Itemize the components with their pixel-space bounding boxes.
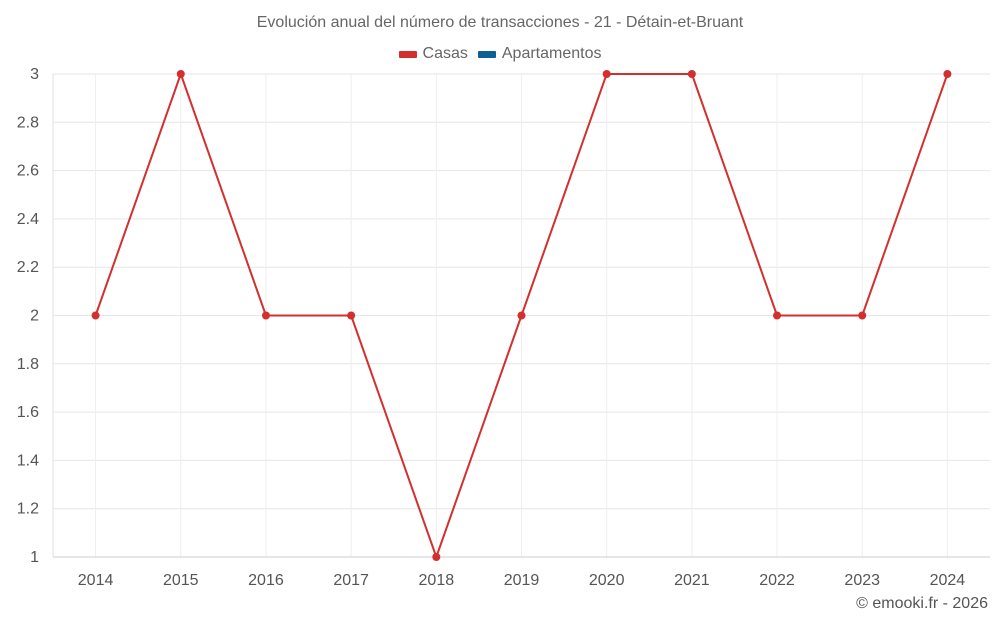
y-tick-label: 2.4 [17, 211, 39, 228]
data-point [858, 311, 867, 320]
y-tick-label: 3 [30, 66, 39, 83]
x-tick-label: 2020 [589, 572, 625, 589]
y-tick-label: 1.8 [17, 356, 39, 373]
legend-swatch-apartamentos [477, 50, 496, 58]
y-tick-label: 2 [30, 308, 39, 325]
data-point [176, 70, 185, 78]
y-tick-label: 2.8 [17, 114, 39, 131]
data-point [347, 311, 356, 320]
legend-item-apartamentos[interactable]: Apartamentos [477, 45, 602, 63]
data-point [773, 311, 782, 320]
y-tick-label: 2.6 [17, 163, 39, 180]
legend-label-casas: Casas [422, 45, 468, 62]
credit-text: © emooki.fr - 2026 [856, 595, 988, 612]
x-tick-label: 2021 [674, 572, 710, 589]
data-point [261, 311, 270, 320]
legend: Casas Apartamentos [0, 45, 1000, 63]
chart-title: Evolución anual del número de transaccio… [256, 14, 744, 31]
x-tick-label: 2022 [759, 572, 795, 589]
data-point [943, 70, 952, 78]
data-point [687, 70, 696, 78]
x-tick-label: 2023 [844, 572, 880, 589]
x-tick-label: 2017 [333, 572, 369, 589]
y-tick-label: 1.6 [17, 404, 39, 421]
legend-item-casas[interactable]: Casas [398, 45, 468, 63]
data-point [602, 70, 611, 78]
x-tick-label: 2014 [78, 572, 114, 589]
data-point [517, 311, 526, 320]
legend-label-apartamentos: Apartamentos [501, 45, 602, 62]
data-point [91, 311, 100, 320]
y-tick-label: 1.2 [17, 501, 39, 518]
x-tick-label: 2015 [163, 572, 199, 589]
legend-swatch-casas [398, 50, 417, 58]
x-tick-label: 2019 [504, 572, 540, 589]
data-point [432, 553, 441, 561]
x-tick-label: 2018 [419, 572, 455, 589]
x-tick-label: 2024 [930, 572, 966, 589]
y-tick-label: 1.4 [17, 452, 39, 469]
y-tick-label: 1 [30, 549, 39, 566]
y-tick-label: 2.2 [17, 259, 39, 276]
x-tick-label: 2016 [248, 572, 284, 589]
